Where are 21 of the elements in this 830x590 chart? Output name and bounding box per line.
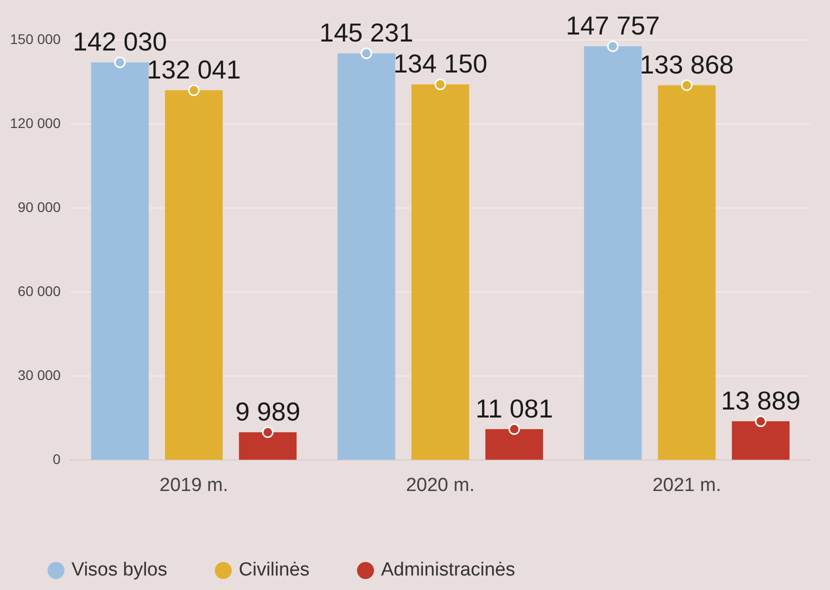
data-label: 13 889 (720, 385, 800, 416)
data-label: 142 030 (72, 26, 167, 56)
data-label: 134 150 (393, 48, 488, 79)
y-tick-label: 30 000 (18, 367, 61, 384)
y-tick-label: 150 000 (10, 30, 61, 47)
x-tick-label: 2021 m. (652, 474, 722, 496)
legend-label: Administracinės (380, 560, 516, 581)
data-label: 145 231 (319, 18, 414, 48)
x-tick-label: 2019 m. (160, 474, 228, 496)
y-tick-label: 60 000 (18, 282, 61, 299)
legend-label: Visos bylos (72, 560, 168, 581)
y-tick-label: 0 (52, 451, 61, 468)
data-label: 9 989 (235, 396, 300, 426)
y-tick-label: 120 000 (10, 114, 61, 131)
data-label: 132 041 (146, 54, 241, 84)
x-tick-label: 2020 m. (406, 474, 475, 496)
data-label: 11 081 (475, 393, 554, 424)
data-label: 133 868 (640, 49, 734, 80)
y-tick-label: 90 000 (18, 198, 61, 215)
data-label: 147 757 (566, 10, 660, 40)
legend-label: Civilinės (238, 560, 310, 581)
